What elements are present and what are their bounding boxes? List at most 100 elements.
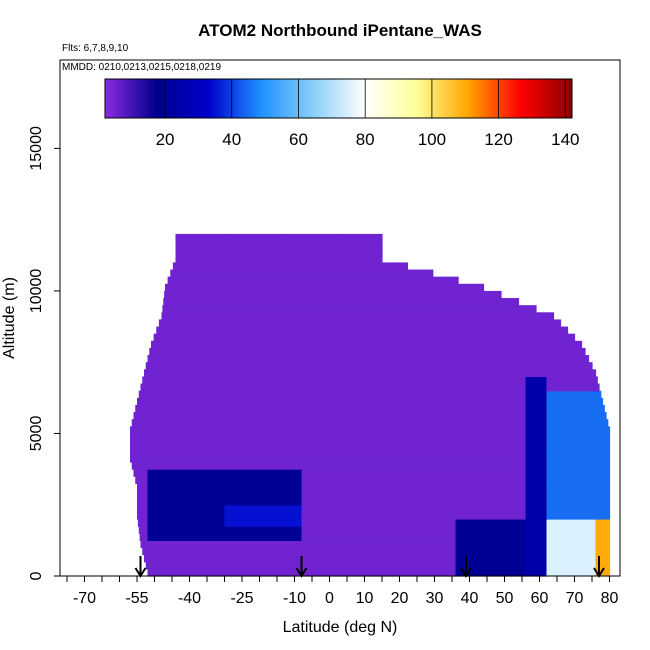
heatmap-cell	[427, 433, 436, 442]
heatmap-cell	[287, 461, 296, 470]
heatmap-cell	[294, 426, 303, 435]
heatmap-cell	[406, 497, 415, 506]
heatmap-cell	[252, 333, 261, 342]
heatmap-cell	[595, 404, 604, 413]
heatmap-cell	[476, 290, 485, 299]
heatmap-cell	[560, 376, 569, 385]
heatmap-cell	[231, 376, 240, 385]
heatmap-cell	[294, 347, 303, 356]
heatmap-cell	[490, 376, 499, 385]
heatmap-cell	[245, 454, 254, 463]
heatmap-cell	[574, 404, 583, 413]
heatmap-cell	[245, 547, 254, 556]
heatmap-cell	[224, 355, 233, 363]
heatmap-cell	[336, 383, 345, 392]
heatmap-cell	[378, 276, 387, 285]
heatmap-cell	[140, 533, 149, 541]
heatmap-cell	[287, 568, 296, 577]
heatmap-cell	[434, 369, 443, 378]
heatmap-cell	[448, 469, 457, 477]
heatmap-cell	[413, 276, 422, 285]
heatmap-cell	[364, 233, 373, 242]
heatmap-cell	[511, 483, 520, 492]
heatmap-cell	[504, 390, 513, 399]
heatmap-cell	[567, 347, 576, 356]
heatmap-cell	[581, 440, 590, 449]
heatmap-cell	[525, 376, 534, 385]
heatmap-cell	[210, 412, 219, 420]
heatmap-cell	[602, 476, 611, 484]
heatmap-cell	[168, 490, 177, 499]
heatmap-cell	[371, 526, 380, 534]
heatmap-cell	[189, 568, 198, 577]
heatmap-cell	[378, 490, 387, 499]
heatmap-cell	[196, 397, 205, 406]
heatmap-cell	[322, 504, 331, 513]
heatmap-cell	[371, 290, 380, 299]
heatmap-cell	[518, 319, 527, 328]
heatmap-cell	[532, 412, 541, 420]
heatmap-cell	[301, 312, 310, 321]
heatmap-cell	[196, 290, 205, 299]
heatmap-cell	[539, 454, 548, 463]
heatmap-cell	[574, 419, 583, 427]
heatmap-cell	[497, 347, 506, 356]
heatmap-cell	[364, 561, 373, 570]
heatmap-cell	[322, 540, 331, 549]
heatmap-cell	[238, 454, 247, 463]
heatmap-cell	[280, 476, 289, 484]
heatmap-cell	[504, 447, 513, 456]
heatmap-cell	[385, 319, 394, 328]
heatmap-cell	[504, 504, 513, 513]
heatmap-cell	[476, 298, 485, 306]
heatmap-cell	[203, 490, 212, 499]
heatmap-cell	[315, 461, 324, 470]
heatmap-cell	[350, 298, 359, 306]
heatmap-cell	[273, 319, 282, 328]
heatmap-cell	[434, 497, 443, 506]
heatmap-cell	[231, 533, 240, 541]
heatmap-cell	[385, 440, 394, 449]
heatmap-cell	[142, 547, 149, 556]
heatmap-cell	[476, 433, 485, 442]
heatmap-cell	[273, 504, 282, 513]
heatmap-cell	[287, 412, 296, 420]
heatmap-cell	[392, 490, 401, 499]
heatmap-cell	[287, 554, 296, 563]
heatmap-cell	[392, 362, 401, 370]
heatmap-cell	[455, 369, 464, 378]
heatmap-cell	[371, 454, 380, 463]
heatmap-cell	[413, 526, 422, 534]
heatmap-cell	[231, 355, 240, 363]
heatmap-cell	[273, 533, 282, 541]
heatmap-cell	[175, 233, 184, 242]
heatmap-cell	[455, 404, 464, 413]
heatmap-cell	[343, 276, 352, 285]
heatmap-cell	[203, 326, 212, 335]
heatmap-cell	[441, 276, 450, 285]
heatmap-cell	[399, 362, 408, 370]
heatmap-cell	[294, 333, 303, 342]
heatmap-cell	[322, 561, 331, 570]
heatmap-cell	[413, 454, 422, 463]
colorbar-tick-label: 20	[156, 130, 175, 149]
heatmap-cell	[203, 233, 212, 242]
heatmap-cell	[567, 397, 576, 406]
heatmap-cell	[441, 540, 450, 549]
heatmap-cell	[182, 404, 191, 413]
heatmap-cell	[560, 326, 569, 335]
heatmap-cell	[245, 376, 254, 385]
heatmap-cell	[175, 412, 184, 420]
heatmap-cell	[294, 326, 303, 335]
heatmap-cell	[231, 497, 240, 506]
heatmap-cell	[294, 561, 303, 570]
heatmap-cell	[399, 440, 408, 449]
heatmap-cell	[273, 340, 282, 349]
heatmap-cell	[371, 276, 380, 285]
heatmap-cell	[231, 362, 240, 370]
heatmap-cell	[280, 376, 289, 385]
heatmap-cell	[511, 376, 520, 385]
heatmap-cell	[343, 376, 352, 385]
heatmap-cell	[315, 440, 324, 449]
heatmap-cell	[322, 283, 331, 292]
